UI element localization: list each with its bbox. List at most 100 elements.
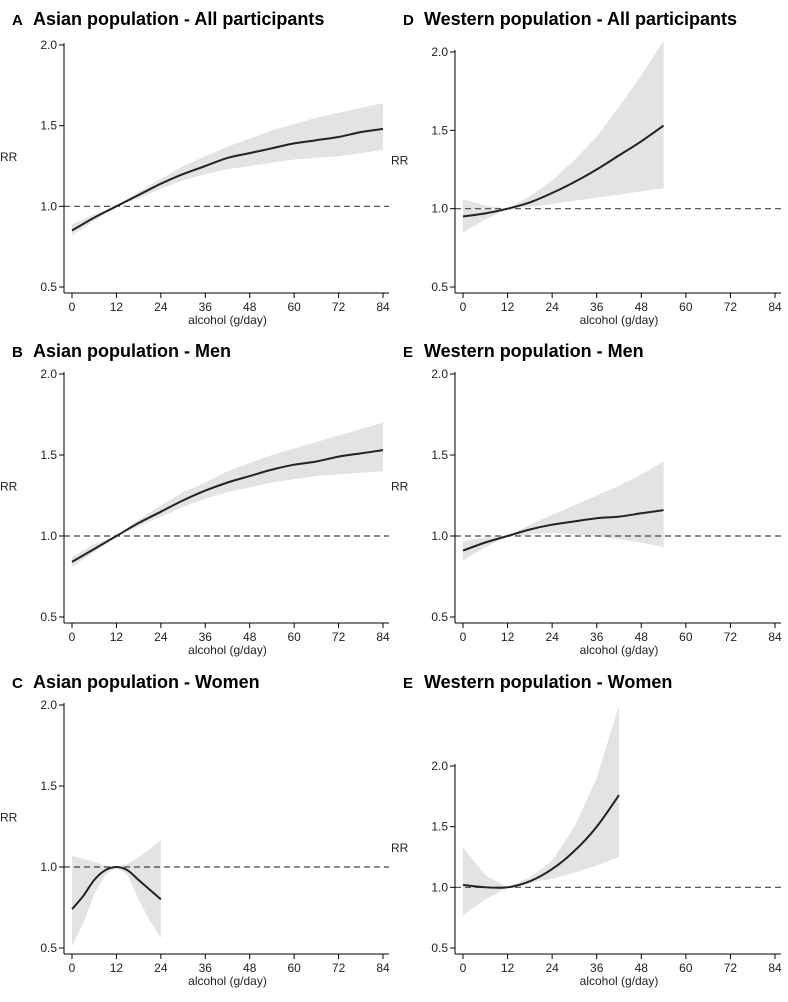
y-tick-label: 1.0 xyxy=(431,529,448,543)
y-tick-label: 1.0 xyxy=(40,860,57,874)
rr-curve xyxy=(462,794,620,889)
panel-title: Western population - Men xyxy=(424,341,644,361)
x-tick-label: 60 xyxy=(287,630,301,644)
x-tick-label: 72 xyxy=(332,300,346,314)
panel-letter: E xyxy=(403,344,413,361)
y-tick-label: 0.5 xyxy=(431,280,448,294)
x-tick-label: 84 xyxy=(376,961,390,975)
y-axis-label: RR xyxy=(0,811,18,825)
x-tick-label: 12 xyxy=(501,300,515,314)
y-tick-label: 1.5 xyxy=(40,448,57,462)
x-axis-label: alcohol (g/day) xyxy=(188,643,267,657)
panel-letter: A xyxy=(12,12,23,29)
x-tick-label: 48 xyxy=(243,961,257,975)
confidence-band xyxy=(463,41,664,233)
rr-curve xyxy=(462,509,664,552)
x-tick-label: 12 xyxy=(110,300,124,314)
x-tick-label: 36 xyxy=(590,300,604,314)
x-tick-label: 36 xyxy=(199,961,213,975)
x-tick-label: 0 xyxy=(460,300,467,314)
chart-panel-0: 0.5 1.0 1.5 2.0 0 12 24 36 48 60 72 84 alcohol (g/da… xyxy=(0,9,390,327)
y-tick-label: 0.5 xyxy=(431,941,448,955)
x-tick-label: 12 xyxy=(110,630,124,644)
x-tick-label: 60 xyxy=(679,630,693,644)
y-tick-label: 2.0 xyxy=(40,367,57,381)
confidence-band xyxy=(72,839,161,947)
y-tick-label: 2.0 xyxy=(431,45,448,59)
y-tick-label: 1.0 xyxy=(431,880,448,894)
x-tick-label: 84 xyxy=(768,300,782,314)
x-axis-label: alcohol (g/day) xyxy=(188,974,267,988)
rr-curve xyxy=(71,865,162,910)
y-axis-label: RR xyxy=(0,480,18,494)
x-tick-label: 72 xyxy=(332,961,346,975)
chart-panel-2: 0.5 1.0 1.5 2.0 0 12 24 36 48 60 72 84 alcohol (g/da… xyxy=(0,341,390,657)
x-tick-label: 24 xyxy=(154,300,168,314)
x-tick-label: 60 xyxy=(679,961,693,975)
y-tick-label: 1.0 xyxy=(40,199,57,213)
panel-letter: C xyxy=(12,675,23,692)
y-tick-label: 1.0 xyxy=(40,529,57,543)
y-tick-label: 0.5 xyxy=(40,941,57,955)
chart-panel-5: 0.5 1.0 1.5 2.0 0 12 24 36 48 60 72 84 alcohol (g/da… xyxy=(391,672,782,988)
x-tick-label: 72 xyxy=(724,961,738,975)
x-tick-label: 36 xyxy=(590,630,604,644)
y-tick-label: 2.0 xyxy=(40,38,57,52)
x-tick-label: 0 xyxy=(69,961,76,975)
y-axis-label: RR xyxy=(0,150,18,164)
x-tick-label: 0 xyxy=(69,630,76,644)
x-tick-label: 84 xyxy=(768,961,782,975)
y-tick-label: 0.5 xyxy=(40,280,57,294)
rr-curve xyxy=(71,449,384,563)
x-tick-label: 24 xyxy=(545,300,559,314)
x-tick-label: 84 xyxy=(376,630,390,644)
panel-letter: B xyxy=(12,344,23,361)
y-tick-label: 1.5 xyxy=(40,779,57,793)
x-tick-label: 72 xyxy=(724,300,738,314)
panel-title: Western population - All participants xyxy=(424,9,737,29)
x-tick-label: 84 xyxy=(376,300,390,314)
x-axis-label: alcohol (g/day) xyxy=(580,974,659,988)
x-tick-label: 12 xyxy=(110,961,124,975)
y-tick-label: 2.0 xyxy=(431,759,448,773)
x-tick-label: 36 xyxy=(199,300,213,314)
confidence-band xyxy=(463,461,664,561)
x-tick-label: 48 xyxy=(243,630,257,644)
panel-letter: E xyxy=(403,675,413,692)
x-tick-label: 72 xyxy=(724,630,738,644)
x-axis-label: alcohol (g/day) xyxy=(188,313,267,327)
x-tick-label: 48 xyxy=(635,300,649,314)
rr-curve xyxy=(462,124,665,218)
y-tick-label: 1.5 xyxy=(431,820,448,834)
y-tick-label: 0.5 xyxy=(40,610,57,624)
x-tick-label: 0 xyxy=(460,961,467,975)
panel-title: Asian population - Men xyxy=(33,341,231,361)
x-tick-label: 48 xyxy=(635,630,649,644)
y-tick-label: 1.5 xyxy=(431,123,448,137)
y-axis-label: RR xyxy=(391,154,409,168)
x-tick-label: 0 xyxy=(69,300,76,314)
panel-title: Asian population - Women xyxy=(33,672,260,692)
confidence-band xyxy=(72,103,383,236)
x-tick-label: 24 xyxy=(154,961,168,975)
chart-panel-1: 0.5 1.0 1.5 2.0 0 12 24 36 48 60 72 84 alcohol (g/da… xyxy=(391,9,782,327)
x-tick-label: 48 xyxy=(635,961,649,975)
x-tick-label: 24 xyxy=(545,630,559,644)
x-tick-label: 72 xyxy=(332,630,346,644)
x-tick-label: 12 xyxy=(501,961,515,975)
y-tick-label: 2.0 xyxy=(431,367,448,381)
chart-panel-3: 0.5 1.0 1.5 2.0 0 12 24 36 48 60 72 84 alcohol (g/da… xyxy=(391,341,782,657)
y-tick-label: 2.0 xyxy=(40,698,57,712)
confidence-band xyxy=(463,705,619,916)
x-tick-label: 24 xyxy=(154,630,168,644)
y-tick-label: 1.0 xyxy=(431,202,448,216)
y-tick-label: 0.5 xyxy=(431,610,448,624)
x-tick-label: 60 xyxy=(287,300,301,314)
x-tick-label: 48 xyxy=(243,300,257,314)
x-tick-label: 60 xyxy=(287,961,301,975)
panel-letter: D xyxy=(403,12,414,29)
y-axis-label: RR xyxy=(391,480,409,494)
x-axis-label: alcohol (g/day) xyxy=(580,643,659,657)
x-tick-label: 36 xyxy=(199,630,213,644)
